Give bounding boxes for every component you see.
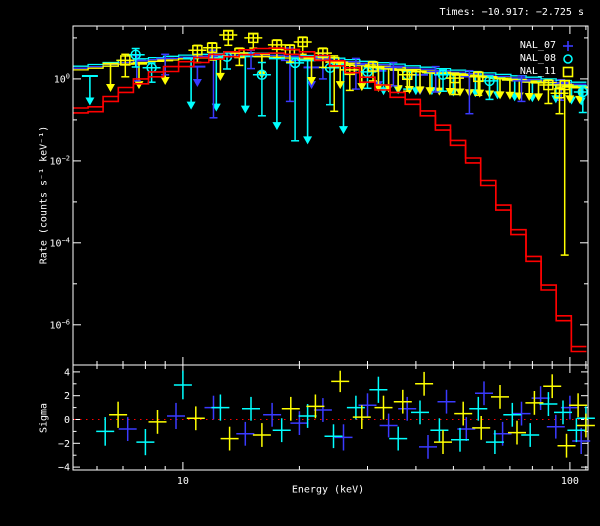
square-marker-icon xyxy=(120,55,131,66)
down-arrow-icon xyxy=(106,83,116,92)
tick-label: −2 xyxy=(58,439,70,450)
circle-marker-icon xyxy=(437,69,449,81)
down-arrow-icon xyxy=(404,85,414,94)
down-arrow-icon xyxy=(215,72,225,81)
square-marker-icon xyxy=(248,32,259,44)
down-arrow-icon xyxy=(534,93,544,102)
down-arrow-icon xyxy=(134,81,144,90)
down-arrow-icon xyxy=(425,87,435,96)
down-arrow-icon xyxy=(335,81,345,90)
circle-marker-icon xyxy=(577,86,588,98)
square-marker-icon xyxy=(562,66,574,77)
plot-frame xyxy=(72,25,589,471)
tick-label: −4 xyxy=(58,463,70,474)
down-arrow-icon xyxy=(575,95,585,104)
square-marker-icon xyxy=(559,79,570,91)
plus-marker-icon xyxy=(563,40,573,51)
tick-label: 4 xyxy=(64,367,70,378)
down-arrow-icon xyxy=(272,122,282,131)
model-histogram-red-2 xyxy=(73,47,587,348)
circle-marker-icon xyxy=(289,57,301,69)
square-marker-icon xyxy=(473,71,484,83)
circle-marker-icon xyxy=(130,49,141,60)
down-arrow-icon xyxy=(415,86,425,95)
down-arrow-icon xyxy=(186,101,196,110)
square-marker-icon xyxy=(317,47,329,59)
upper-limits-NAL_08 xyxy=(81,55,588,145)
down-arrow-icon xyxy=(240,105,250,114)
circle-marker-icon xyxy=(484,75,495,87)
data-points-NAL_08 xyxy=(126,47,588,142)
down-arrow-icon xyxy=(307,76,317,85)
down-arrow-icon xyxy=(565,95,575,104)
axis-ticks xyxy=(73,26,588,470)
x-axis-label-energy: Energy (keV) xyxy=(291,484,365,496)
spectrum-content xyxy=(73,29,588,353)
down-arrow-icon xyxy=(495,91,505,100)
legend-label-nal11: NAL_11 xyxy=(519,66,556,77)
square-marker-icon xyxy=(367,61,379,72)
residual-points-NAL_08 xyxy=(96,370,595,456)
down-arrow-icon xyxy=(160,76,170,85)
square-marker-icon xyxy=(206,42,218,53)
residuals-content xyxy=(74,370,595,459)
down-arrow-icon xyxy=(85,97,95,106)
legend-label-nal07: NAL_07 xyxy=(519,40,556,51)
y-axis-label-sigma: Sigma xyxy=(38,402,50,434)
square-marker-icon xyxy=(297,36,308,48)
square-marker-icon xyxy=(223,29,234,41)
square-marker-icon xyxy=(543,79,554,91)
tick-labels: 10 100 100 10−2 10−4 10−6 4 2 0 −2 −4 xyxy=(50,72,579,487)
tick-label: 10 xyxy=(177,476,189,487)
square-marker-icon xyxy=(234,47,245,59)
circle-marker-icon xyxy=(256,69,268,81)
model-histogram-red xyxy=(73,52,587,353)
square-marker-icon xyxy=(271,39,283,51)
tick-label: 10−6 xyxy=(50,318,70,331)
legend-item-nal08: NAL_08 xyxy=(520,52,574,65)
legend-label-nal08: NAL_08 xyxy=(519,53,556,64)
down-arrow-icon xyxy=(445,88,455,97)
time-range-label: Times: −10.917: −2.725 s xyxy=(439,7,585,18)
tick-label: 100 xyxy=(54,72,70,85)
square-marker-icon xyxy=(449,72,461,84)
square-marker-icon xyxy=(401,69,413,81)
tick-label: 10−4 xyxy=(50,236,70,249)
legend-item-nal07: NAL_07 xyxy=(520,39,574,52)
down-arrow-icon xyxy=(455,88,465,97)
down-arrow-icon xyxy=(393,85,403,94)
down-arrow-icon xyxy=(373,83,383,92)
down-arrow-icon xyxy=(505,91,515,100)
down-arrow-icon xyxy=(338,126,348,135)
residual-points-NAL_07 xyxy=(118,381,591,459)
tick-label: 100 xyxy=(561,476,579,487)
tick-label: 0 xyxy=(64,415,70,426)
circle-marker-icon xyxy=(563,53,573,64)
residual-points-NAL_11 xyxy=(109,370,595,458)
square-marker-icon xyxy=(192,44,203,56)
tick-label: 10−2 xyxy=(50,154,70,167)
down-arrow-icon xyxy=(357,83,367,92)
tick-label: 2 xyxy=(64,391,70,402)
down-arrow-icon xyxy=(475,89,485,98)
legend-item-nal11: NAL_11 xyxy=(520,65,574,78)
y-axis-label-rate: Rate (counts s⁻¹ keV⁻¹) xyxy=(38,125,50,265)
down-arrow-icon xyxy=(307,81,317,90)
down-arrow-icon xyxy=(524,92,534,101)
legend: NAL_07 NAL_08 NAL_11 xyxy=(520,39,574,78)
down-arrow-icon xyxy=(192,79,202,88)
down-arrow-icon xyxy=(303,136,313,145)
